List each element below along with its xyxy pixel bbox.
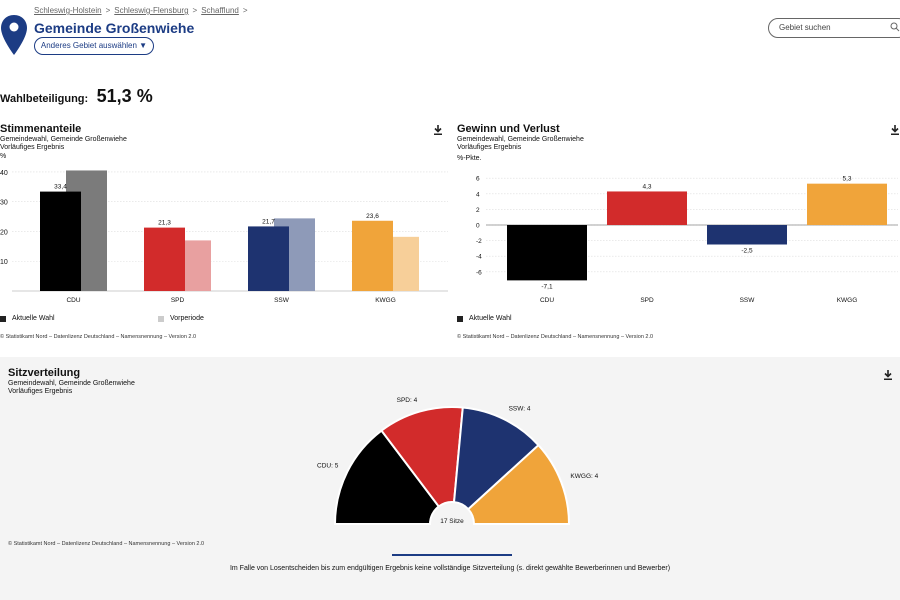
data-label: 4,3 bbox=[642, 183, 651, 190]
footer-note: Im Falle von Losentscheiden bis zum endg… bbox=[229, 565, 671, 572]
y-tick-label: 30 bbox=[0, 200, 8, 207]
bar-cdu-current bbox=[40, 191, 81, 291]
data-label: 5,3 bbox=[842, 176, 851, 183]
download-icon[interactable] bbox=[433, 124, 443, 136]
x-tick-label: CDU bbox=[66, 297, 80, 304]
seat-section: Sitzverteilung Gemeindewahl, Gemeinde Gr… bbox=[0, 357, 900, 600]
data-label: -7,1 bbox=[541, 283, 553, 290]
gewinn-legend-current: Aktuelle Wahl bbox=[457, 315, 512, 322]
y-tick-label: 0 bbox=[476, 223, 480, 230]
y-tick-label: 4 bbox=[476, 191, 480, 198]
download-icon[interactable] bbox=[883, 369, 893, 381]
stimmen-title: Stimmenanteile bbox=[0, 123, 82, 135]
x-tick-label: KWGG bbox=[837, 297, 858, 304]
seat-slice-kwgg bbox=[466, 443, 571, 525]
stimmen-subtitle: Gemeindewahl, Gemeinde Großenwiehe bbox=[0, 136, 127, 143]
legend-swatch bbox=[158, 315, 164, 322]
download-icon[interactable] bbox=[890, 124, 900, 136]
change-area-button[interactable]: Anderes Gebiet auswählen ▼ bbox=[34, 37, 154, 55]
sitz-source: © Statistikamt Nord – Datenlizenz Deutsc… bbox=[8, 541, 205, 547]
gewinn-subtitle: Gemeindewahl, Gemeinde Großenwiehe bbox=[457, 136, 584, 143]
seat-label: SPD: 4 bbox=[397, 397, 418, 404]
x-tick-label: SSW bbox=[274, 297, 290, 304]
location-pin-icon bbox=[1, 15, 27, 55]
data-label: 33,4 bbox=[54, 184, 67, 191]
y-tick-label: 2 bbox=[476, 207, 480, 214]
seat-label: CDU: 5 bbox=[317, 462, 339, 469]
bar-spd-current bbox=[144, 227, 185, 291]
stimmen-unit: % bbox=[0, 153, 7, 160]
seat-slice-ssw bbox=[452, 406, 540, 511]
bar-ssw-current bbox=[248, 226, 289, 291]
y-tick-label: -2 bbox=[476, 238, 482, 245]
legend-label: Aktuelle Wahl bbox=[12, 315, 55, 322]
turnout-label: Wahlbeteiligung: bbox=[0, 93, 89, 105]
legend-label: Vorperiode bbox=[170, 315, 204, 322]
footer-divider bbox=[392, 554, 512, 556]
data-label: 23,6 bbox=[366, 213, 379, 220]
breadcrumb-separator: > bbox=[105, 6, 111, 15]
page-title: Gemeinde Großenwiehe bbox=[34, 20, 195, 36]
y-tick-label: -6 bbox=[476, 269, 482, 276]
y-tick-label: -4 bbox=[476, 254, 482, 261]
data-label: 21,3 bbox=[158, 220, 171, 227]
stimmen-status: Vorläufiges Ergebnis bbox=[0, 144, 65, 151]
gewinn-source: © Statistikamt Nord – Datenlizenz Deutsc… bbox=[457, 334, 654, 340]
sitz-title: Sitzverteilung bbox=[8, 367, 81, 379]
y-tick-label: 20 bbox=[0, 229, 8, 236]
seat-label: KWGG: 4 bbox=[570, 473, 598, 480]
x-tick-label: SPD bbox=[640, 297, 654, 304]
data-label: -2,5 bbox=[741, 248, 753, 255]
y-tick-label: 10 bbox=[0, 259, 8, 266]
seat-label: SSW: 4 bbox=[509, 405, 531, 412]
breadcrumb-item-office[interactable]: Schafflund bbox=[201, 6, 239, 15]
y-tick-label: 6 bbox=[476, 176, 480, 183]
gewinn-unit: %-Pkte. bbox=[457, 155, 482, 162]
gewinn-status: Vorläufiges Ergebnis bbox=[457, 144, 522, 151]
x-tick-label: SPD bbox=[171, 297, 185, 304]
breadcrumb-separator: > bbox=[192, 6, 198, 15]
bar-kwgg-current bbox=[352, 220, 393, 291]
gewinn-chart: 6 4 2 0 -2 -4 -6 -7,1 CDU 4,3 SPD -2,5 SSW 5,3 KWGG bbox=[476, 176, 898, 304]
breadcrumb-item-district[interactable]: Schleswig-Flensburg bbox=[114, 6, 189, 15]
seat-total-label: 17 Sitze bbox=[440, 518, 464, 525]
bar-cdu bbox=[507, 225, 587, 281]
turnout: Wahlbeteiligung: 51,3 % bbox=[0, 86, 153, 107]
gewinn-title: Gewinn und Verlust bbox=[457, 123, 560, 135]
legend-swatch bbox=[457, 315, 463, 322]
data-label: 21,7 bbox=[262, 218, 275, 225]
seat-slice-spd bbox=[380, 406, 464, 508]
bar-spd bbox=[607, 191, 687, 225]
y-tick-label: 40 bbox=[0, 170, 8, 177]
x-tick-label: CDU bbox=[540, 297, 554, 304]
sitz-status: Vorläufiges Ergebnis bbox=[8, 388, 73, 395]
breadcrumb-separator: > bbox=[242, 6, 248, 15]
stimmen-legend-previous: Vorperiode bbox=[158, 315, 204, 322]
stimmen-source: © Statistikamt Nord – Datenlizenz Deutsc… bbox=[0, 334, 197, 340]
stimmen-chart: 10 20 30 40 33,4 CDU 21,3 SPD 21,7 SSW 23,6 KWGG bbox=[0, 170, 448, 304]
x-tick-label: SSW bbox=[740, 297, 756, 304]
sitz-chart: CDU: 5 SPD: 4 SSW: 4 KWGG: 4 17 Sitze bbox=[317, 397, 599, 525]
bar-kwgg bbox=[807, 183, 887, 225]
legend-label: Aktuelle Wahl bbox=[469, 315, 512, 322]
stimmen-legend-current: Aktuelle Wahl bbox=[0, 315, 55, 322]
search-icon[interactable] bbox=[890, 22, 900, 32]
sitz-subtitle: Gemeindewahl, Gemeinde Großenwiehe bbox=[8, 380, 135, 387]
turnout-value: 51,3 % bbox=[96, 86, 153, 106]
bar-ssw bbox=[707, 225, 787, 245]
breadcrumb: Schleswig-Holstein > Schleswig-Flensburg > S… bbox=[34, 6, 252, 15]
seat-slice-cdu bbox=[333, 429, 441, 525]
x-tick-label: KWGG bbox=[375, 297, 396, 304]
legend-swatch bbox=[0, 315, 6, 322]
breadcrumb-item-state[interactable]: Schleswig-Holstein bbox=[34, 6, 102, 15]
search-input[interactable]: Gebiet suchen bbox=[768, 18, 900, 38]
